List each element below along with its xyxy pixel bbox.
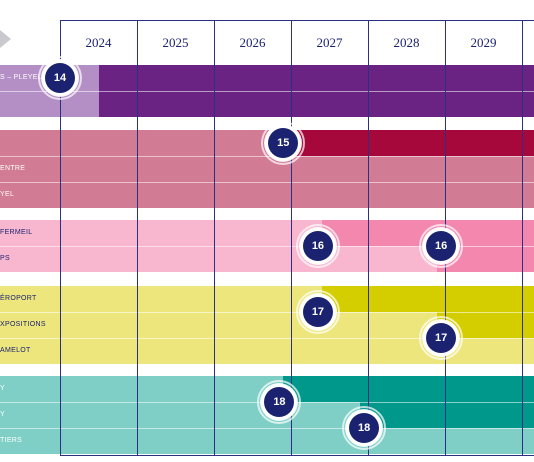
line-16-badge: 16 xyxy=(302,231,333,261)
station-label: Y xyxy=(0,385,5,392)
row-divider xyxy=(0,246,534,247)
station-label: FERMEIL xyxy=(0,229,33,236)
line-14-badge-ring xyxy=(38,56,82,100)
line-14-badge: 14 xyxy=(45,63,75,93)
line-17-badge: 17 xyxy=(426,323,457,353)
arrow-right-icon xyxy=(0,30,11,48)
year-gridline xyxy=(60,20,61,455)
station-label: XPOSITIONS xyxy=(0,321,46,328)
station-label: ENTRE xyxy=(0,165,26,172)
year-gridline xyxy=(368,20,369,455)
line-16-badge-ring xyxy=(295,224,340,268)
header-top-rule xyxy=(60,20,534,21)
year-gridline xyxy=(214,20,215,455)
line-17-badge-ring xyxy=(295,290,340,334)
year-label-2027: 2027 xyxy=(316,34,343,50)
line-18-service-bar xyxy=(283,376,534,402)
line-18-service-bar xyxy=(360,402,534,428)
line-16-badge-ring xyxy=(419,224,464,268)
line-15-service-bar xyxy=(291,130,534,156)
station-label: PS xyxy=(0,255,10,262)
year-gridline xyxy=(522,20,523,455)
line-18-badge: 18 xyxy=(349,413,380,443)
row-divider xyxy=(0,312,534,313)
line-17-badge-ring xyxy=(419,316,464,360)
line-16-badge: 16 xyxy=(426,231,457,261)
station-label: S – PLEYEL xyxy=(0,74,42,81)
line-14-service-bar xyxy=(98,65,534,91)
line-17-badge: 17 xyxy=(302,297,333,327)
line-18-badge-ring xyxy=(342,406,387,450)
year-gridline xyxy=(291,20,292,455)
row-divider xyxy=(0,91,534,92)
line-15-row xyxy=(0,156,534,182)
line-18-badge-ring xyxy=(257,380,302,424)
station-label: Y xyxy=(0,411,5,418)
row-divider xyxy=(0,428,534,429)
station-label: ÉROPORT xyxy=(0,295,37,302)
line-14-service-bar xyxy=(98,91,534,117)
line-17-row xyxy=(0,286,534,312)
year-gridline xyxy=(137,20,138,455)
year-label-2025: 2025 xyxy=(162,34,189,50)
line-18-row xyxy=(0,428,534,454)
row-divider xyxy=(0,182,534,183)
page-bottom-rule xyxy=(60,455,534,456)
line-18-badge: 18 xyxy=(264,387,295,417)
line-15-row xyxy=(0,182,534,208)
row-divider xyxy=(0,338,534,339)
line-17-service-bar xyxy=(321,286,534,312)
year-label-2029: 2029 xyxy=(470,34,497,50)
line-15-badge: 15 xyxy=(268,128,299,158)
station-label: TIERS xyxy=(0,437,23,444)
year-label-2024: 2024 xyxy=(85,34,112,50)
line-15-badge-ring xyxy=(261,121,306,165)
station-label: AMELOT xyxy=(0,347,31,354)
year-label-2028: 2028 xyxy=(393,34,420,50)
line-14-row xyxy=(0,91,534,117)
year-label-2026: 2026 xyxy=(239,34,266,50)
station-label: YEL xyxy=(0,191,15,198)
